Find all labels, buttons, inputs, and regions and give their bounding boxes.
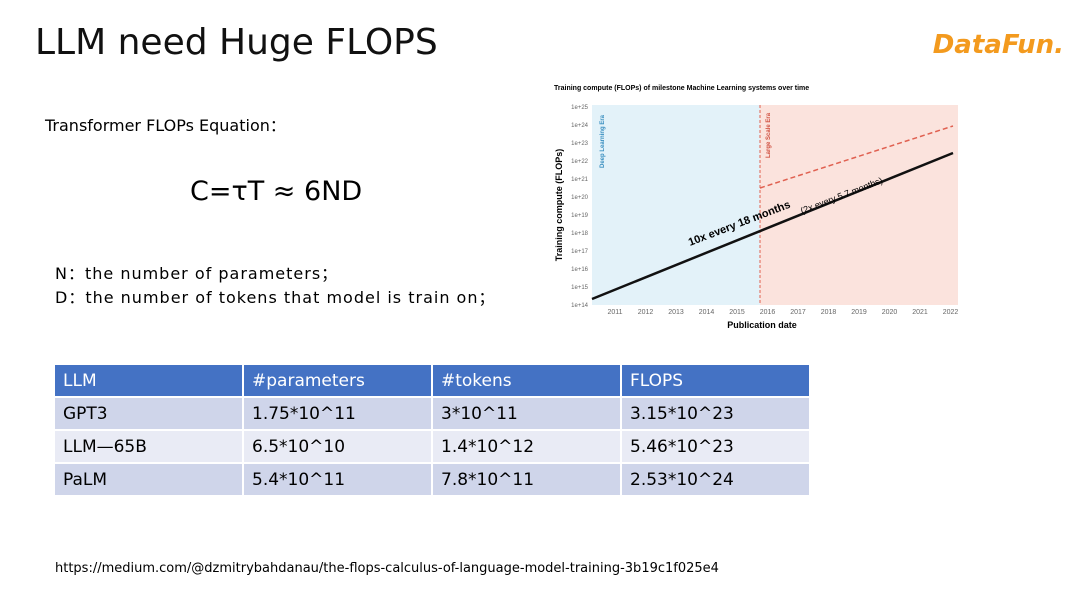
y-tick-label: 1e+14 (571, 303, 589, 309)
trend-line (591, 151, 954, 301)
y-tick-label: 1e+19 (571, 213, 589, 219)
era-region (592, 105, 760, 305)
table-cell: LLM—65B (53, 429, 244, 464)
table-cell: 3.15*10^23 (620, 396, 811, 431)
y-tick-label: 1e+17 (571, 249, 589, 255)
era-label: Large Scale Era (766, 112, 772, 158)
x-tick-label: 2012 (638, 309, 654, 316)
table-cell: 5.4*10^11 (242, 462, 433, 497)
y-tick-label: 1e+21 (571, 177, 589, 183)
x-tick-label: 2017 (790, 309, 806, 316)
y-tick-label: 1e+15 (571, 285, 589, 291)
table-cell: 5.46*10^23 (620, 429, 811, 464)
era-label: Deep Learning Era (600, 114, 606, 168)
slide-title: LLM need Huge FLOPS (35, 22, 438, 63)
table-cell: LLM (53, 363, 244, 398)
y-tick-label: 1e+23 (571, 141, 589, 147)
x-tick-label: 2015 (729, 309, 745, 316)
x-label: Publication date (727, 320, 797, 330)
source-url: https://medium.com/@dzmitrybahdanau/the-… (55, 561, 719, 576)
y-tick-label: 1e+24 (571, 123, 589, 129)
x-tick-label: 2021 (912, 309, 928, 316)
table-cell: 7.8*10^11 (431, 462, 622, 497)
x-tick-label: 2019 (851, 309, 867, 316)
y-tick-label: 1e+22 (571, 159, 589, 165)
table-cell: 1.75*10^11 (242, 396, 433, 431)
y-tick-label: 1e+20 (571, 195, 589, 201)
x-tick-label: 2018 (821, 309, 837, 316)
table-row: LLM #parameters #tokens FLOPS (53, 363, 811, 398)
table-row: LLM—65B 6.5*10^10 1.4*10^12 5.46*10^23 (53, 429, 811, 464)
equation-heading: Transformer FLOPs Equation： (45, 116, 286, 135)
table-cell: #tokens (431, 363, 622, 398)
formula: C=τT ≈ 6ND (190, 176, 363, 207)
table-cell: 2.53*10^24 (620, 462, 811, 497)
x-tick-label: 2014 (699, 309, 715, 316)
definition: D：the number of tokens that model is tra… (55, 288, 496, 307)
table-cell: 3*10^11 (431, 396, 622, 431)
table-cell: GPT3 (53, 396, 244, 431)
x-tick-label: 2013 (668, 309, 684, 316)
x-tick-label: 2022 (943, 309, 959, 316)
table-row: PaLM 5.4*10^11 7.8*10^11 2.53*10^24 (53, 462, 811, 497)
table-cell: FLOPS (620, 363, 811, 398)
table-cell: PaLM (53, 462, 244, 497)
table-row: GPT3 1.75*10^11 3*10^11 3.15*10^23 (53, 396, 811, 431)
y-label: Training compute (FLOPs) (554, 149, 564, 262)
x-tick-label: 2011 (607, 309, 622, 316)
table-cell: #parameters (242, 363, 433, 398)
y-tick-label: 1e+16 (571, 267, 589, 273)
table-cell: 1.4*10^12 (431, 429, 622, 464)
table-cell: 6.5*10^10 (242, 429, 433, 464)
trend-line (759, 125, 954, 189)
figure-title: Training compute (FLOPs) of milestone Ma… (554, 85, 809, 92)
x-tick-label: 2020 (882, 309, 898, 316)
y-tick-label: 1e+18 (571, 231, 589, 237)
y-tick-label: 1e+25 (571, 105, 589, 111)
definition: N：the number of parameters； (55, 264, 339, 283)
logo: DataFun. (932, 30, 1064, 60)
x-tick-label: 2016 (760, 309, 776, 316)
figure: Training compute (FLOPs) of milestone Ma… (540, 78, 974, 332)
table: LLM #parameters #tokens FLOPS GPT3 1.75*10^11… (53, 363, 811, 497)
era-region (760, 105, 958, 305)
